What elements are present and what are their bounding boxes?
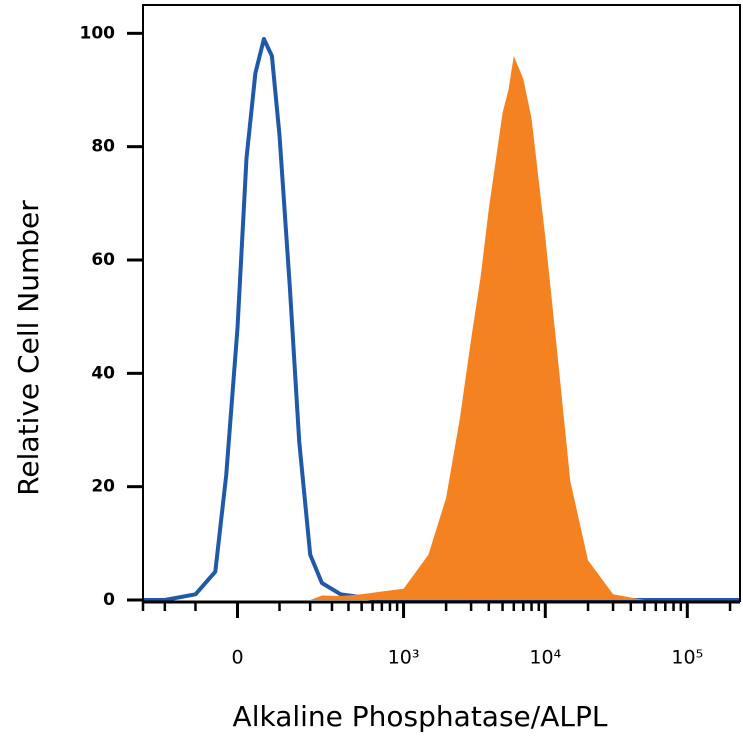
y-tick-label: 20 — [91, 477, 115, 497]
x-axis-label: Alkaline Phosphatase/ALPL — [233, 700, 608, 733]
y-tick-label: 100 — [80, 23, 116, 43]
plot-frame — [142, 4, 741, 602]
x-tick-label: 10⁵ — [671, 647, 703, 669]
y-tick-label: 80 — [91, 137, 115, 157]
y-axis-label: Relative Cell Number — [12, 200, 45, 496]
y-tick-label: 0 — [103, 590, 115, 610]
x-tick-label: 10³ — [388, 647, 420, 669]
x-tick-label: 0 — [231, 647, 243, 669]
y-tick-label: 60 — [91, 250, 115, 270]
x-tick-label: 10⁴ — [529, 647, 561, 669]
y-tick-label: 40 — [91, 363, 115, 383]
area — [143, 56, 740, 600]
